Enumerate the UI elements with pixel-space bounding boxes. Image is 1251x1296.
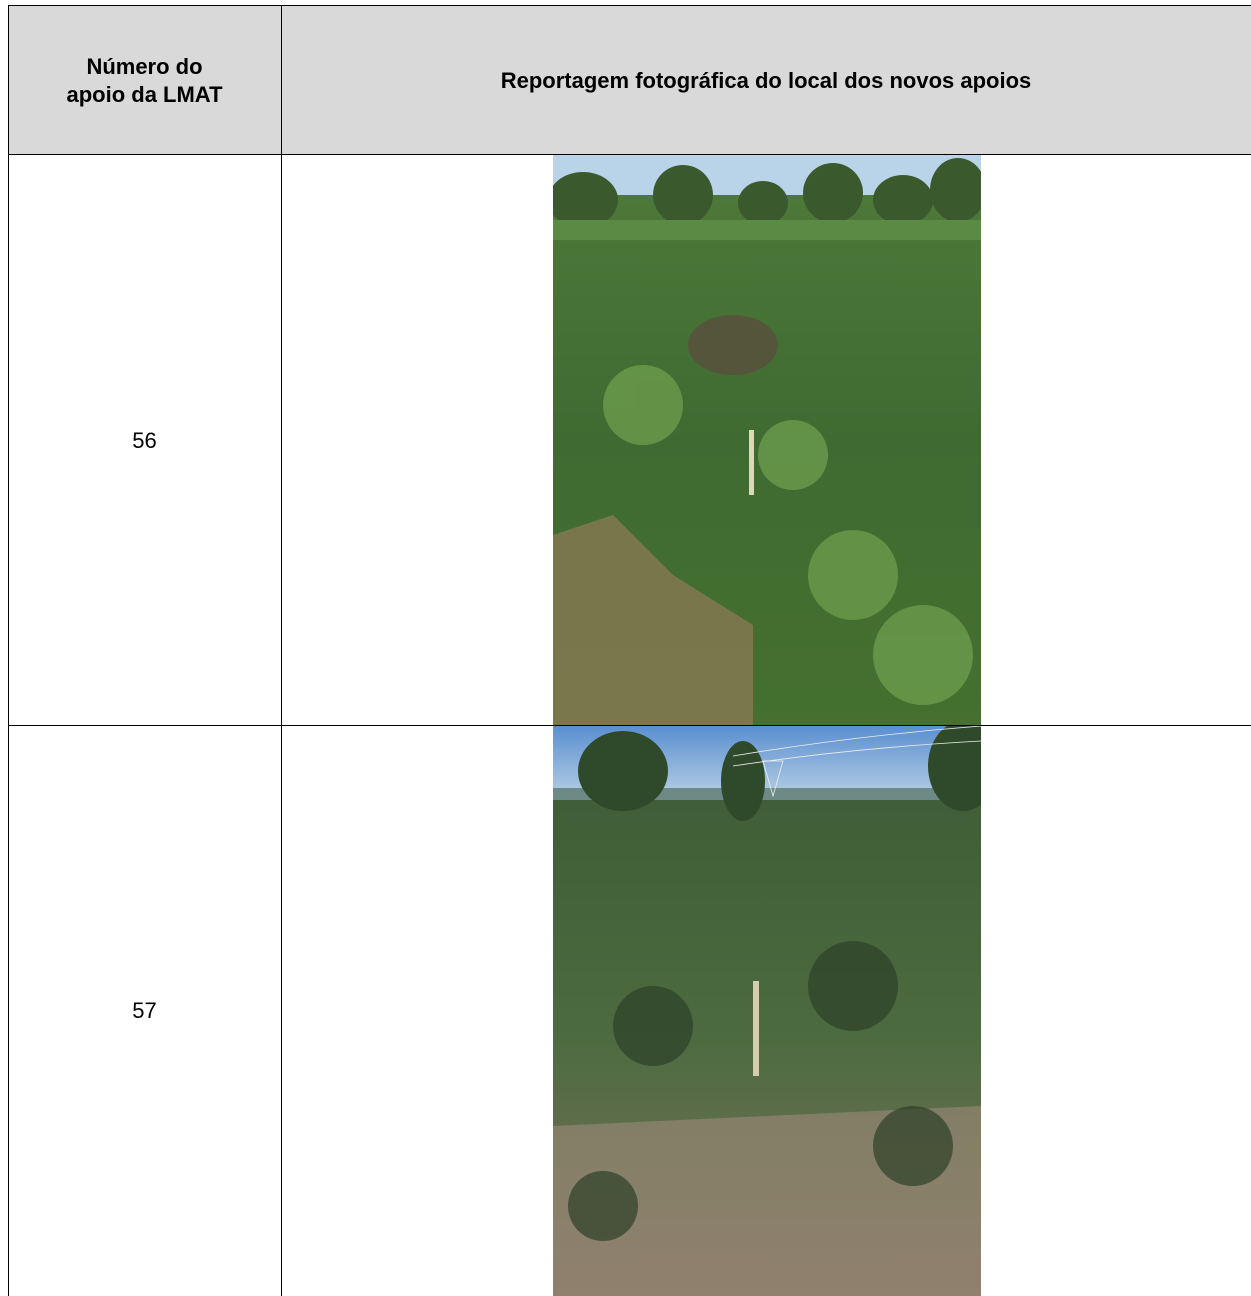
site-photo bbox=[553, 155, 981, 726]
header-text: Número do apoio da LMAT bbox=[66, 53, 223, 107]
table-border bbox=[8, 154, 1251, 155]
site-photo bbox=[553, 726, 981, 1296]
header-cell: Número do apoio da LMAT bbox=[8, 6, 281, 155]
header-cell: Reportagem fotográfica do local dos novo… bbox=[281, 6, 1251, 155]
table-border bbox=[8, 5, 9, 1296]
row-number: 56 bbox=[8, 155, 281, 726]
row-number: 57 bbox=[8, 726, 281, 1296]
cell-text: 56 bbox=[132, 427, 157, 453]
table-border bbox=[281, 5, 282, 1296]
cell-text: 57 bbox=[132, 998, 157, 1023]
table-border bbox=[8, 725, 1251, 726]
table-border bbox=[8, 5, 1251, 6]
header-text: Reportagem fotográfica do local dos novo… bbox=[500, 67, 1032, 93]
